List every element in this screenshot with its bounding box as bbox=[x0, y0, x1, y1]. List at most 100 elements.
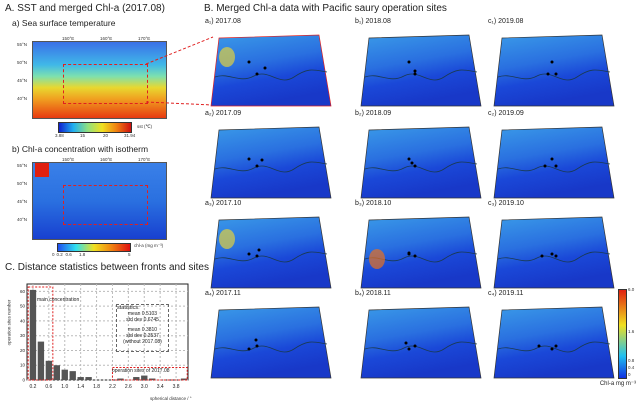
map-area bbox=[360, 216, 482, 289]
front-line bbox=[214, 251, 328, 263]
sst-tick: 31.94 bbox=[124, 133, 136, 138]
chl-map-panel bbox=[493, 126, 615, 199]
map-area bbox=[210, 126, 332, 199]
map-label: b₃) 2018.10 bbox=[355, 200, 392, 207]
stats-note: (without 2017.08) bbox=[123, 339, 162, 345]
x-axis-label: spherical distance / ° bbox=[150, 396, 192, 401]
x-tick-label: 3.4 bbox=[157, 384, 164, 390]
chl-map-panel bbox=[360, 126, 482, 199]
operation-site bbox=[407, 60, 411, 64]
operation-site bbox=[247, 60, 251, 64]
front-line bbox=[214, 161, 328, 173]
chl-tick: 1.8 bbox=[79, 252, 86, 257]
operation-site bbox=[413, 254, 417, 258]
histogram-bar bbox=[85, 377, 92, 380]
main-concentration-box bbox=[27, 286, 54, 381]
operation-site bbox=[254, 338, 258, 342]
panel-b-title: B. Merged Chl-a data with Pacific saury … bbox=[204, 3, 447, 14]
y-axis-label: operation sites number bbox=[6, 299, 12, 346]
sst-tick: 15 bbox=[80, 133, 86, 138]
chl-map-panel bbox=[210, 34, 332, 107]
map-label: c₁) 2019.08 bbox=[488, 18, 524, 25]
lon-label: 170°E bbox=[138, 36, 151, 41]
operation-site bbox=[260, 158, 264, 162]
chl-tick: 0 bbox=[52, 252, 55, 257]
operation-site bbox=[247, 347, 251, 351]
lat-label: 45°N bbox=[17, 199, 28, 204]
chl-map-panel bbox=[493, 34, 615, 107]
sst-colorbar bbox=[58, 122, 132, 133]
lat-label: 55°N bbox=[17, 42, 28, 47]
map-area bbox=[493, 216, 615, 289]
operation-site bbox=[413, 164, 417, 168]
cbar-tick: 0.8 bbox=[628, 358, 635, 363]
x-tick-label: 2.2 bbox=[109, 384, 116, 390]
cbar-label: Chl-a mg m⁻³ bbox=[599, 381, 636, 387]
stats-box: statistics: mean 0.5103 std dev 0.6745 m… bbox=[116, 304, 169, 352]
operation-site bbox=[255, 344, 259, 348]
map-label: a₁) 2017.08 bbox=[205, 18, 241, 25]
operation-site bbox=[255, 164, 259, 168]
x-tick-label: 1.8 bbox=[93, 384, 100, 390]
operation-site bbox=[407, 347, 411, 351]
stats-mean-2: mean 0.3810 bbox=[127, 327, 158, 333]
lon-label: 150°E bbox=[62, 157, 75, 162]
operation-site bbox=[257, 248, 261, 252]
chl-map-panel bbox=[360, 34, 482, 107]
operation-site bbox=[554, 344, 558, 348]
chl-map bbox=[32, 162, 167, 240]
lon-label: 160°E bbox=[100, 157, 113, 162]
front-line bbox=[497, 69, 611, 81]
x-tick-label: 3.0 bbox=[141, 384, 148, 390]
chl-map-panel bbox=[493, 216, 615, 289]
map-area bbox=[210, 306, 332, 379]
front-line bbox=[497, 251, 611, 263]
operation-site bbox=[407, 251, 411, 255]
chl-map-panel bbox=[210, 306, 332, 379]
lon-label: 160°E bbox=[100, 36, 113, 41]
front-line bbox=[364, 161, 478, 173]
operation-site bbox=[263, 66, 267, 70]
cbar-tick: 1.6 bbox=[628, 329, 635, 334]
sites-2017-box bbox=[111, 366, 188, 381]
x-tick-label: 3.8 bbox=[173, 384, 180, 390]
histogram-bar bbox=[53, 365, 60, 380]
operation-site bbox=[413, 69, 417, 73]
front-line bbox=[364, 341, 478, 353]
operation-site bbox=[540, 254, 544, 258]
chl-colorbar bbox=[57, 243, 131, 252]
map-area bbox=[210, 216, 332, 289]
operation-site bbox=[413, 72, 417, 76]
operation-site bbox=[247, 157, 251, 161]
histogram-bar bbox=[141, 375, 148, 380]
histogram-bar bbox=[45, 360, 53, 380]
operation-site bbox=[413, 344, 417, 348]
chl-tick: 0.2 bbox=[56, 252, 63, 257]
sst-tick: 20 bbox=[103, 133, 109, 138]
operation-site bbox=[247, 252, 251, 256]
operation-site bbox=[554, 164, 558, 168]
map-label: c₃) 2019.10 bbox=[488, 200, 524, 207]
lat-label: 40°N bbox=[17, 217, 28, 222]
x-tick-label: 0.6 bbox=[45, 384, 52, 390]
x-tick-label: 1.4 bbox=[77, 384, 84, 390]
histogram-bar bbox=[61, 369, 68, 380]
lon-label: 170°E bbox=[138, 157, 151, 162]
operation-site bbox=[554, 254, 558, 258]
chl-region-box bbox=[63, 185, 148, 225]
high-chl-patch bbox=[219, 47, 235, 67]
front-line bbox=[214, 69, 328, 81]
y-tick-label: 0 bbox=[22, 378, 25, 383]
panel-c-title: C. Distance statistics between fronts an… bbox=[5, 262, 209, 273]
sst-tick: 3.88 bbox=[55, 133, 64, 138]
high-chl-patch bbox=[219, 229, 235, 249]
operation-site bbox=[404, 341, 408, 345]
map-area bbox=[210, 34, 332, 107]
sites-2017-label: operation sites of 2017.08 bbox=[112, 368, 170, 374]
histogram: 0 10 20 30 40 50 60 0.2 0.6 1.0 1.4 1.8 2.2 2.6 3.0 3.4… bbox=[20, 283, 189, 390]
chl-map-panel bbox=[493, 306, 615, 379]
sst-cbar-label: sst (℃) bbox=[137, 124, 153, 129]
chl-tick: 5 bbox=[128, 252, 131, 257]
y-tick-label: 50 bbox=[20, 304, 26, 309]
